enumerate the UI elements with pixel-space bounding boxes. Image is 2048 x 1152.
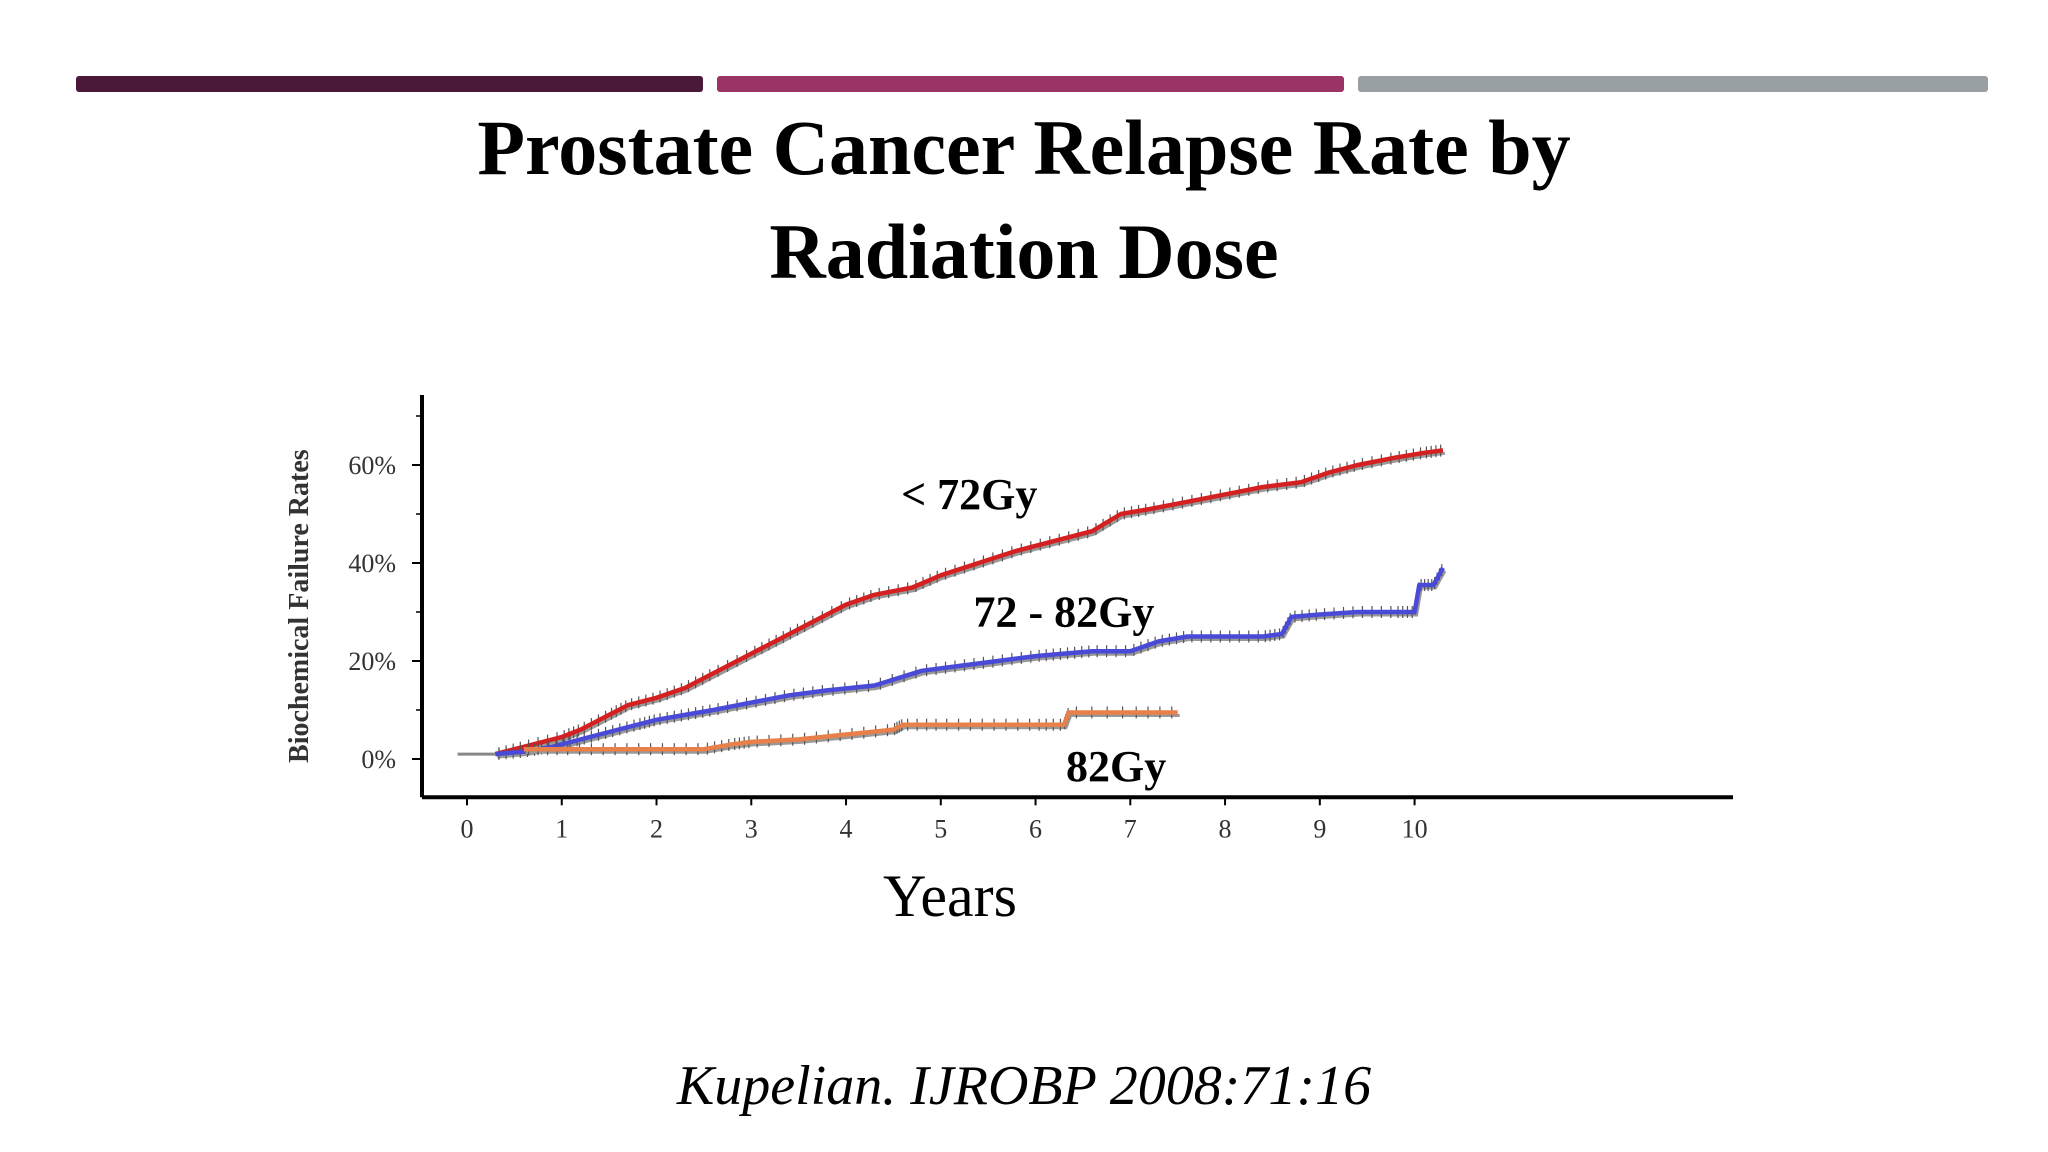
slide-title-line-1: Prostate Cancer Relapse Rate by <box>477 104 1571 191</box>
slide-title: Prostate Cancer Relapse Rate by Radiatio… <box>0 96 2048 304</box>
series-82gy <box>523 706 1180 756</box>
x-tick-label: 9 <box>1313 814 1326 843</box>
x-tick-label: 5 <box>934 814 947 843</box>
x-tick-label: 4 <box>840 814 853 843</box>
series-72-82gy <box>495 564 1447 760</box>
accent-bar-2 <box>717 76 1344 92</box>
citation: Kupelian. IJROBP 2008:71:16 <box>676 1055 1372 1117</box>
y-tick-label: 60% <box>348 451 396 480</box>
x-tick-label: 3 <box>745 814 758 843</box>
series-line-72gy <box>494 448 1444 757</box>
series-72gy <box>494 444 1446 760</box>
x-tick-label: 8 <box>1219 814 1232 843</box>
x-tick-label: 0 <box>461 814 474 843</box>
series-annotation-label: 82Gy <box>1066 742 1166 791</box>
slide-title-line-2: Radiation Dose <box>769 208 1279 295</box>
series-shadow-line <box>497 570 1447 759</box>
header-accent-bars <box>76 76 1988 92</box>
series-shadow-line <box>497 451 1446 759</box>
x-tick-label: 10 <box>1402 814 1428 843</box>
series-annotation-label: 72 - 82Gy <box>974 588 1155 637</box>
accent-bar-3 <box>1358 76 1988 92</box>
x-axis-label: Years <box>883 863 1017 929</box>
series-line-72-82gy <box>495 566 1445 757</box>
y-tick-label: 0% <box>361 745 396 774</box>
x-tick-label: 2 <box>650 814 663 843</box>
accent-bar-1 <box>76 76 703 92</box>
series-line-82gy <box>523 710 1178 752</box>
x-tick-label: 1 <box>555 814 568 843</box>
y-axis-label: Biochemical Failure Rates <box>284 449 315 763</box>
y-tick-label: 40% <box>348 549 396 578</box>
x-tick-label: 6 <box>1029 814 1042 843</box>
y-tick-label: 20% <box>348 647 396 676</box>
x-tick-label: 7 <box>1124 814 1137 843</box>
series-annotation-label: < 72Gy <box>901 470 1037 519</box>
